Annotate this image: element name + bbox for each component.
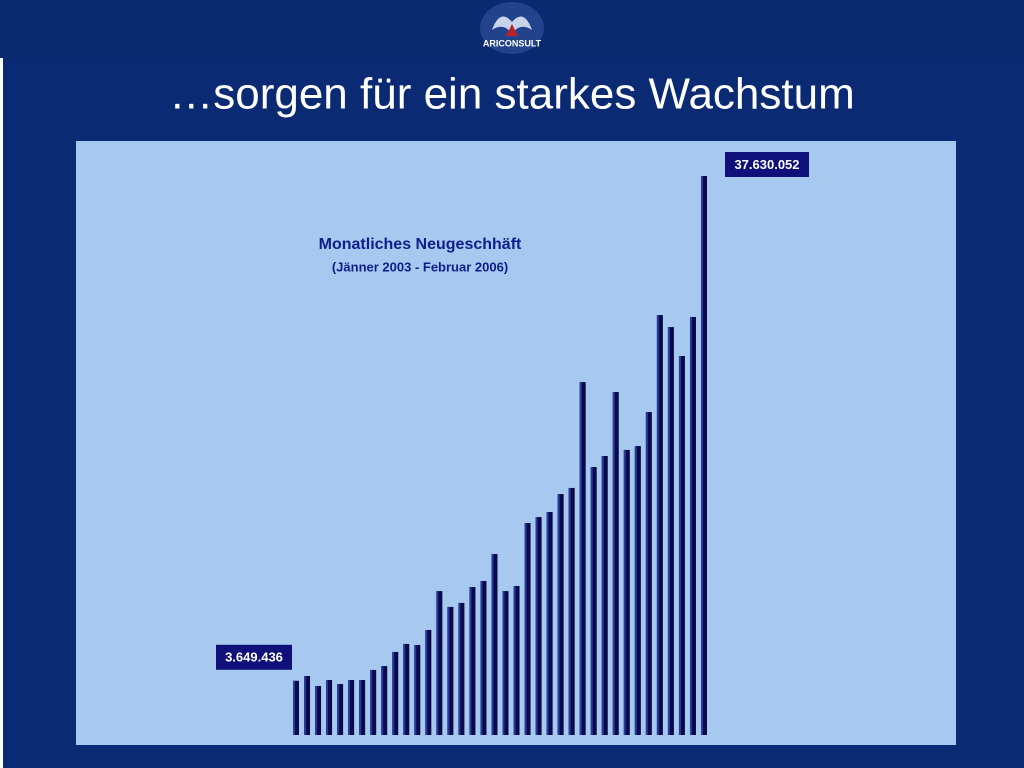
bar bbox=[304, 676, 311, 735]
bar-highlight bbox=[337, 684, 340, 735]
bar bbox=[370, 669, 377, 735]
bar bbox=[425, 629, 432, 735]
value-label: 37.630.052 bbox=[734, 157, 799, 172]
bar-highlight bbox=[480, 580, 483, 735]
bar bbox=[359, 680, 366, 735]
bar-highlight bbox=[546, 512, 549, 735]
bar-highlight bbox=[601, 456, 604, 735]
bar bbox=[337, 684, 344, 735]
bar-highlight bbox=[414, 644, 417, 735]
bar-highlight bbox=[315, 685, 318, 735]
bar-highlight bbox=[381, 666, 384, 735]
bar bbox=[436, 591, 443, 735]
left-edge bbox=[0, 58, 3, 768]
bar-highlight bbox=[524, 523, 527, 735]
bar bbox=[546, 512, 553, 735]
bar bbox=[689, 316, 696, 735]
bar-highlight bbox=[612, 391, 615, 735]
bar bbox=[634, 446, 641, 735]
bar-highlight bbox=[590, 467, 593, 735]
bar-highlight bbox=[568, 487, 571, 735]
bar bbox=[326, 680, 333, 735]
bar bbox=[535, 517, 542, 735]
bar-highlight bbox=[634, 446, 637, 735]
bar bbox=[469, 587, 476, 735]
bar-highlight bbox=[502, 591, 505, 735]
bar-highlight bbox=[392, 651, 395, 735]
bar bbox=[414, 644, 421, 735]
bar bbox=[678, 356, 685, 735]
logo-text: ARICONSULT bbox=[483, 38, 542, 48]
bar-highlight bbox=[656, 315, 659, 735]
value-label: 3.649.436 bbox=[225, 650, 283, 665]
bar bbox=[612, 391, 619, 735]
bar-highlight bbox=[491, 554, 494, 735]
chart-title: Monatliches Neugeschhäft bbox=[319, 236, 522, 253]
bar-highlight bbox=[425, 629, 428, 735]
bar bbox=[480, 580, 487, 735]
value-label-box bbox=[216, 644, 292, 670]
bar-highlight bbox=[667, 327, 670, 735]
bar bbox=[568, 487, 575, 735]
bar bbox=[447, 606, 454, 735]
bar-highlight bbox=[436, 591, 439, 735]
bar-highlight bbox=[458, 602, 461, 735]
bar bbox=[458, 602, 465, 735]
bar-highlight bbox=[645, 412, 648, 735]
bar-highlight bbox=[359, 680, 362, 735]
bar bbox=[623, 449, 630, 735]
slide-title: …sorgen für ein starkes Wachstum bbox=[169, 70, 855, 119]
bar bbox=[392, 651, 399, 735]
bar bbox=[579, 382, 586, 735]
bar-highlight bbox=[403, 643, 406, 735]
bar-highlight bbox=[557, 494, 560, 735]
bar bbox=[513, 586, 520, 735]
bar bbox=[315, 685, 322, 735]
bar-highlight bbox=[348, 680, 351, 735]
bar bbox=[502, 591, 509, 735]
bar bbox=[293, 680, 299, 735]
bar-highlight bbox=[447, 606, 450, 735]
bar-highlight bbox=[689, 316, 692, 735]
bar bbox=[403, 643, 410, 735]
bar bbox=[656, 315, 663, 735]
logo-triangle bbox=[506, 24, 518, 36]
bar-highlight bbox=[678, 356, 681, 735]
bar-highlight bbox=[579, 382, 582, 735]
bar bbox=[645, 412, 652, 735]
bar-highlight bbox=[304, 676, 307, 735]
bar-highlight bbox=[293, 680, 295, 735]
bar bbox=[601, 456, 608, 735]
bar-highlight bbox=[326, 680, 329, 735]
bar bbox=[701, 176, 707, 735]
bar bbox=[557, 494, 564, 735]
bar bbox=[491, 554, 498, 735]
bar bbox=[667, 327, 674, 735]
bar bbox=[590, 467, 597, 735]
bar bbox=[348, 680, 355, 735]
bar-highlight bbox=[370, 669, 373, 735]
chart-subtitle: (Jänner 2003 - Februar 2006) bbox=[332, 259, 508, 274]
bar bbox=[381, 666, 388, 735]
value-label-box bbox=[725, 152, 809, 177]
bar-highlight bbox=[701, 176, 703, 735]
bar-highlight bbox=[469, 587, 472, 735]
bar-highlight bbox=[513, 586, 516, 735]
bar-highlight bbox=[535, 517, 538, 735]
bar-highlight bbox=[623, 449, 626, 735]
bar bbox=[524, 523, 531, 735]
